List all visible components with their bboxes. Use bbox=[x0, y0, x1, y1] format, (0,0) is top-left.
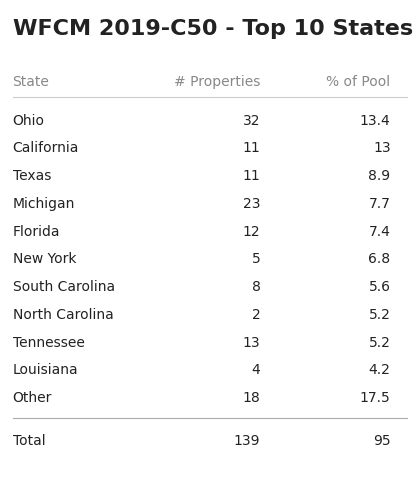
Text: Total: Total bbox=[13, 434, 45, 448]
Text: Other: Other bbox=[13, 391, 52, 405]
Text: State: State bbox=[13, 75, 50, 90]
Text: 13: 13 bbox=[373, 141, 391, 155]
Text: Michigan: Michigan bbox=[13, 197, 75, 211]
Text: 32: 32 bbox=[243, 113, 260, 128]
Text: Louisiana: Louisiana bbox=[13, 363, 78, 377]
Text: 13.4: 13.4 bbox=[360, 113, 391, 128]
Text: 6.8: 6.8 bbox=[368, 252, 391, 266]
Text: Florida: Florida bbox=[13, 225, 60, 239]
Text: Ohio: Ohio bbox=[13, 113, 45, 128]
Text: 7.4: 7.4 bbox=[369, 225, 391, 239]
Text: 11: 11 bbox=[243, 169, 260, 183]
Text: # Properties: # Properties bbox=[174, 75, 260, 90]
Text: 8.9: 8.9 bbox=[368, 169, 391, 183]
Text: California: California bbox=[13, 141, 79, 155]
Text: 23: 23 bbox=[243, 197, 260, 211]
Text: 8: 8 bbox=[252, 280, 260, 294]
Text: 5.2: 5.2 bbox=[369, 308, 391, 322]
Text: 7.7: 7.7 bbox=[369, 197, 391, 211]
Text: South Carolina: South Carolina bbox=[13, 280, 115, 294]
Text: Tennessee: Tennessee bbox=[13, 336, 84, 350]
Text: 5.2: 5.2 bbox=[369, 336, 391, 350]
Text: WFCM 2019-C50 - Top 10 States: WFCM 2019-C50 - Top 10 States bbox=[13, 19, 413, 39]
Text: 11: 11 bbox=[243, 141, 260, 155]
Text: 5: 5 bbox=[252, 252, 260, 266]
Text: 4.2: 4.2 bbox=[369, 363, 391, 377]
Text: 17.5: 17.5 bbox=[360, 391, 391, 405]
Text: North Carolina: North Carolina bbox=[13, 308, 113, 322]
Text: New York: New York bbox=[13, 252, 76, 266]
Text: % of Pool: % of Pool bbox=[326, 75, 391, 90]
Text: 4: 4 bbox=[252, 363, 260, 377]
Text: 139: 139 bbox=[234, 434, 260, 448]
Text: 2: 2 bbox=[252, 308, 260, 322]
Text: 12: 12 bbox=[243, 225, 260, 239]
Text: 13: 13 bbox=[243, 336, 260, 350]
Text: 95: 95 bbox=[373, 434, 391, 448]
Text: 5.6: 5.6 bbox=[369, 280, 391, 294]
Text: 18: 18 bbox=[243, 391, 260, 405]
Text: Texas: Texas bbox=[13, 169, 51, 183]
